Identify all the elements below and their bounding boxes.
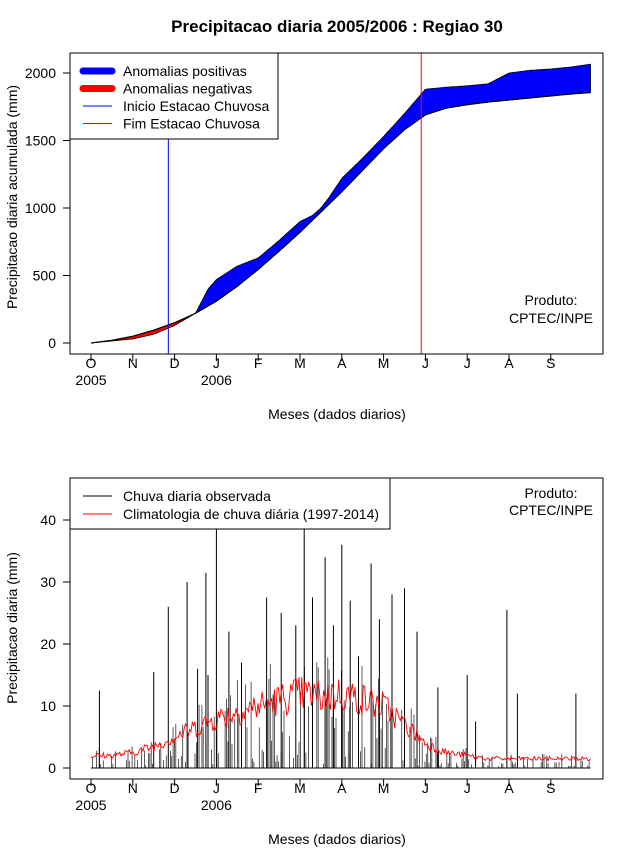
year-label: 2005 [75, 372, 106, 388]
x-tick-label: S [546, 780, 555, 796]
y-tick-label: 1000 [25, 200, 56, 216]
x-tick-label: J [213, 780, 220, 796]
y-tick-label: 20 [40, 636, 56, 652]
legend-label: Anomalias negativas [123, 81, 252, 97]
x-axis-title: Meses (dados diarios) [268, 831, 406, 847]
x-tick-label: M [294, 780, 306, 796]
y-axis-title: Precipitacao diaria (mm) [4, 552, 20, 704]
x-tick-label: S [546, 355, 555, 371]
x-tick-label: D [170, 780, 180, 796]
year-label: 2006 [201, 372, 232, 388]
y-tick-label: 0 [48, 760, 56, 776]
x-tick-label: O [86, 355, 97, 371]
y-tick-label: 0 [48, 335, 56, 351]
legend-label: Climatologia de chuva diária (1997-2014) [123, 506, 379, 522]
legend-label: Anomalias positivas [123, 63, 247, 79]
x-tick-label: J [464, 780, 471, 796]
product-label: Produto: [525, 485, 578, 501]
accumulated-panel: 0 500 1000 1500 2000 O N D J F M A M J J A S 2005 2006 Ano… [4, 53, 603, 422]
x-tick-label: J [464, 355, 471, 371]
x-tick-label: M [378, 780, 390, 796]
x-tick-label: M [378, 355, 390, 371]
year-label: 2005 [75, 797, 106, 813]
legend-label: Fim Estacao Chuvosa [123, 116, 260, 132]
x-tick-label: M [294, 355, 306, 371]
chart-title: Precipitacao diaria 2005/2006 : Regiao 3… [171, 17, 503, 36]
producer-label: CPTEC/INPE [509, 310, 593, 326]
x-tick-label: D [170, 355, 180, 371]
x-tick-label: J [213, 355, 220, 371]
y-tick-label: 10 [40, 698, 56, 714]
y-tick-label: 500 [33, 268, 57, 284]
x-tick-label: J [422, 355, 429, 371]
x-tick-label: N [128, 355, 138, 371]
x-tick-label: F [254, 780, 263, 796]
y-tick-label: 2000 [25, 65, 56, 81]
y-tick-label: 40 [40, 512, 56, 528]
y-tick-label: 1500 [25, 133, 56, 149]
x-tick-label: A [504, 780, 514, 796]
legend-label: Inicio Estacao Chuvosa [123, 98, 270, 114]
legend: Anomalias positivas Anomalias negativasIn… [70, 53, 278, 139]
negative-anomaly-area [92, 312, 196, 343]
x-axis-title: Meses (dados diarios) [268, 406, 406, 422]
x-tick-label: A [504, 355, 514, 371]
y-tick-label: 30 [40, 574, 56, 590]
product-label: Produto: [525, 292, 578, 308]
year-label: 2006 [201, 797, 232, 813]
legend-label: Chuva diaria observada [123, 488, 271, 504]
x-tick-label: A [337, 780, 347, 796]
y-axis-title: Precipitacao diaria acumulada (mm) [4, 85, 20, 309]
x-tick-label: N [128, 780, 138, 796]
daily-panel: 0 10 20 30 40 O N D J F M A M J J A S 2005 2006 Chuva diar… [4, 478, 603, 847]
climatology-daily-line [91, 677, 591, 761]
x-tick-label: A [337, 355, 347, 371]
x-tick-label: F [254, 355, 263, 371]
producer-label: CPTEC/INPE [509, 502, 593, 518]
legend: Chuva diaria observada Climatologia de ch… [70, 478, 390, 529]
x-tick-label: J [422, 780, 429, 796]
x-tick-label: O [86, 780, 97, 796]
